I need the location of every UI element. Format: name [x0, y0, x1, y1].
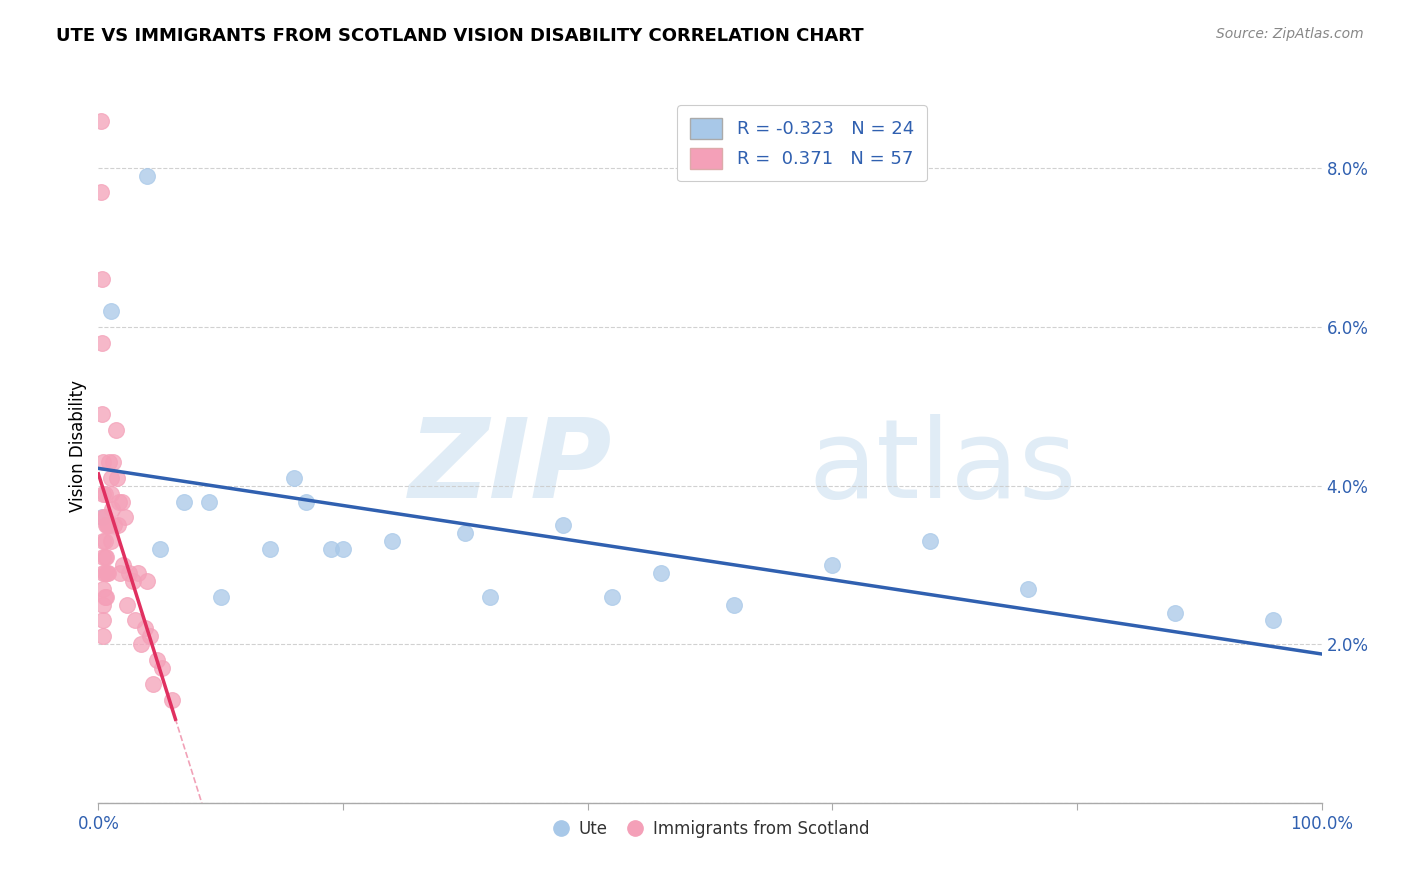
Point [91, 486, 114, 500]
Point [111, 558, 134, 572]
Point [1164, 606, 1187, 620]
Point [821, 558, 844, 572]
Point [96, 518, 118, 533]
Point [723, 598, 745, 612]
Point [146, 653, 169, 667]
Point [295, 494, 318, 508]
Point [91, 272, 114, 286]
Point [91, 335, 114, 350]
Point [129, 637, 152, 651]
Point [91, 598, 114, 612]
Point [101, 455, 124, 469]
Point [96, 566, 118, 580]
Point [150, 661, 173, 675]
Point [98, 518, 121, 533]
Text: Source: ZipAtlas.com: Source: ZipAtlas.com [1216, 27, 1364, 41]
Point [478, 590, 501, 604]
Point [91, 510, 114, 524]
Point [114, 510, 136, 524]
Point [134, 621, 156, 635]
Point [103, 518, 125, 533]
Point [553, 518, 575, 533]
Point [600, 590, 623, 604]
Point [94, 590, 117, 604]
Point [94, 518, 117, 533]
Point [91, 566, 114, 580]
Point [94, 549, 117, 564]
Point [100, 534, 122, 549]
Point [332, 542, 354, 557]
Point [98, 455, 121, 469]
Point [90, 114, 112, 128]
Point [1261, 614, 1284, 628]
Legend: Ute, Immigrants from Scotland: Ute, Immigrants from Scotland [544, 814, 876, 845]
Point [91, 549, 114, 564]
Point [91, 614, 114, 628]
Point [93, 486, 115, 500]
Point [381, 534, 404, 549]
Point [91, 629, 114, 643]
Point [100, 304, 122, 318]
Point [160, 692, 183, 706]
Point [283, 471, 305, 485]
Point [91, 455, 114, 469]
Point [1017, 582, 1039, 596]
Point [142, 677, 165, 691]
Point [104, 423, 127, 437]
Point [115, 598, 138, 612]
Point [319, 542, 342, 557]
Text: atlas: atlas [808, 414, 1077, 521]
Point [93, 590, 115, 604]
Point [90, 186, 112, 200]
Point [108, 494, 131, 508]
Point [107, 518, 129, 533]
Point [149, 542, 172, 557]
Point [93, 534, 115, 549]
Point [136, 574, 159, 588]
Point [91, 582, 114, 596]
Point [111, 494, 134, 508]
Point [93, 510, 115, 524]
Point [173, 494, 195, 508]
Point [110, 566, 132, 580]
Point [259, 542, 281, 557]
Point [101, 502, 124, 516]
Point [454, 526, 477, 541]
Point [91, 534, 114, 549]
Point [97, 566, 120, 580]
Point [121, 574, 143, 588]
Text: ZIP: ZIP [409, 414, 612, 521]
Text: UTE VS IMMIGRANTS FROM SCOTLAND VISION DISABILITY CORRELATION CHART: UTE VS IMMIGRANTS FROM SCOTLAND VISION D… [56, 27, 863, 45]
Point [920, 534, 942, 549]
Point [93, 566, 115, 580]
Point [93, 549, 115, 564]
Point [100, 486, 122, 500]
Point [124, 614, 146, 628]
Point [105, 471, 128, 485]
Point [91, 407, 114, 421]
Point [197, 494, 219, 508]
Point [650, 566, 672, 580]
Point [209, 590, 232, 604]
Point [91, 510, 114, 524]
Y-axis label: Vision Disability: Vision Disability [69, 380, 87, 512]
Point [100, 471, 122, 485]
Point [136, 169, 159, 184]
Point [97, 518, 120, 533]
Point [118, 566, 141, 580]
Point [139, 629, 162, 643]
Point [127, 566, 149, 580]
